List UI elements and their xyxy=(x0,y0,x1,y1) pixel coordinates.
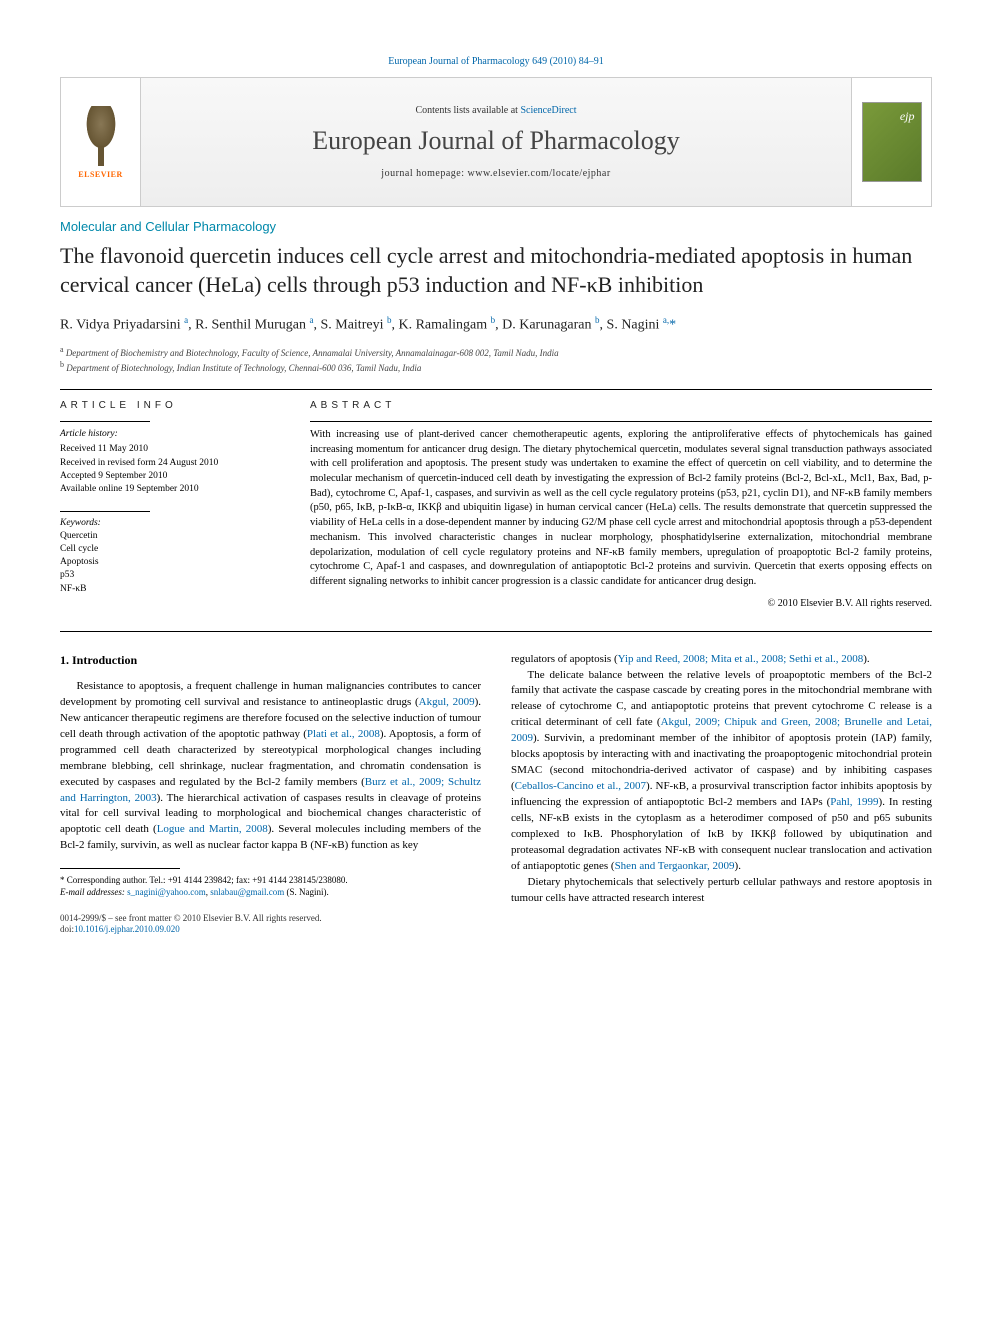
affiliation-a: a Department of Biochemistry and Biotech… xyxy=(60,344,932,360)
journal-name: European Journal of Pharmacology xyxy=(312,126,680,156)
keyword: Quercetin xyxy=(60,530,280,543)
keywords-list: QuercetinCell cycleApoptosisp53NF-κB xyxy=(60,530,280,596)
contents-prefix: Contents lists available at xyxy=(415,105,520,116)
info-short-rule xyxy=(60,511,150,512)
corresponding-author-footnote: * Corresponding author. Tel.: +91 4144 2… xyxy=(60,875,481,898)
body-column-left: 1. Introduction Resistance to apoptosis,… xyxy=(60,652,481,936)
body-columns: 1. Introduction Resistance to apoptosis,… xyxy=(60,652,932,936)
doi-link[interactable]: 10.1016/j.ejphar.2010.09.020 xyxy=(74,924,180,934)
body-paragraph: Dietary phytochemicals that selectively … xyxy=(511,875,932,907)
divider xyxy=(60,631,932,632)
issn-line: 0014-2999/$ – see front matter © 2010 El… xyxy=(60,913,481,925)
intro-heading: 1. Introduction xyxy=(60,652,481,669)
divider xyxy=(60,389,932,390)
info-short-rule xyxy=(60,421,150,422)
journal-homepage: journal homepage: www.elsevier.com/locat… xyxy=(381,168,610,179)
elsevier-tree-icon xyxy=(76,106,126,166)
keyword: p53 xyxy=(60,569,280,582)
bottom-meta: 0014-2999/$ – see front matter © 2010 El… xyxy=(60,913,481,936)
footnote-rule xyxy=(60,868,180,869)
abstract-text: With increasing use of plant-derived can… xyxy=(310,428,932,590)
journal-cover[interactable] xyxy=(851,78,931,206)
article-info-block: ARTICLE INFO Article history: Received 1… xyxy=(60,400,280,609)
footnote-emails: E-mail addresses: s_nagini@yahoo.com, sn… xyxy=(60,887,481,899)
keyword: Apoptosis xyxy=(60,556,280,569)
email-link[interactable]: snlabau@gmail.com xyxy=(210,887,284,897)
keyword: Cell cycle xyxy=(60,543,280,556)
history-revised: Received in revised form 24 August 2010 xyxy=(60,457,280,470)
journal-citation-top[interactable]: European Journal of Pharmacology 649 (20… xyxy=(60,56,932,67)
abstract-copyright: © 2010 Elsevier B.V. All rights reserved… xyxy=(310,598,932,609)
doi-line: doi:10.1016/j.ejphar.2010.09.020 xyxy=(60,924,481,936)
history-online: Available online 19 September 2010 xyxy=(60,483,280,496)
section-label: Molecular and Cellular Pharmacology xyxy=(60,219,932,234)
article-title: The flavonoid quercetin induces cell cyc… xyxy=(60,242,932,299)
sciencedirect-link[interactable]: ScienceDirect xyxy=(520,105,576,116)
publisher-name: ELSEVIER xyxy=(78,170,122,179)
body-paragraph: The delicate balance between the relativ… xyxy=(511,668,932,875)
history-label: Article history: xyxy=(60,428,280,441)
affiliation-b: b Department of Biotechnology, Indian In… xyxy=(60,359,932,375)
citation-link[interactable]: Logue and Martin, 2008 xyxy=(157,823,268,835)
abstract-rule xyxy=(310,421,932,422)
footnote-corr: * Corresponding author. Tel.: +91 4144 2… xyxy=(60,875,481,887)
email-link[interactable]: s_nagini@yahoo.com xyxy=(127,887,206,897)
cover-thumbnail-icon xyxy=(862,102,922,182)
author-list: R. Vidya Priyadarsini a, R. Senthil Muru… xyxy=(60,315,932,334)
keyword: NF-κB xyxy=(60,583,280,596)
article-info-heading: ARTICLE INFO xyxy=(60,400,280,411)
citation-link[interactable]: Pahl, 1999 xyxy=(830,796,878,808)
citation-link[interactable]: Shen and Tergaonkar, 2009 xyxy=(615,860,735,872)
history-accepted: Accepted 9 September 2010 xyxy=(60,470,280,483)
citation-link[interactable]: Plati et al., 2008 xyxy=(307,728,380,740)
body-paragraph: Resistance to apoptosis, a frequent chal… xyxy=(60,679,481,854)
citation-link[interactable]: Ceballos-Cancino et al., 2007 xyxy=(515,780,646,792)
abstract-block: ABSTRACT With increasing use of plant-de… xyxy=(310,400,932,609)
body-paragraph: regulators of apoptosis (Yip and Reed, 2… xyxy=(511,652,932,668)
citation-link[interactable]: Akgul, 2009 xyxy=(419,696,475,708)
keywords-label: Keywords: xyxy=(60,518,280,528)
citation-link[interactable]: Yip and Reed, 2008; Mita et al., 2008; S… xyxy=(618,653,864,665)
banner-center: Contents lists available at ScienceDirec… xyxy=(141,78,851,206)
contents-list-line: Contents lists available at ScienceDirec… xyxy=(415,105,576,116)
history-received: Received 11 May 2010 xyxy=(60,443,280,456)
affiliations: a Department of Biochemistry and Biotech… xyxy=(60,344,932,375)
body-column-right: regulators of apoptosis (Yip and Reed, 2… xyxy=(511,652,932,936)
journal-banner: ELSEVIER Contents lists available at Sci… xyxy=(60,77,932,207)
abstract-heading: ABSTRACT xyxy=(310,400,932,411)
publisher-logo[interactable]: ELSEVIER xyxy=(61,78,141,206)
